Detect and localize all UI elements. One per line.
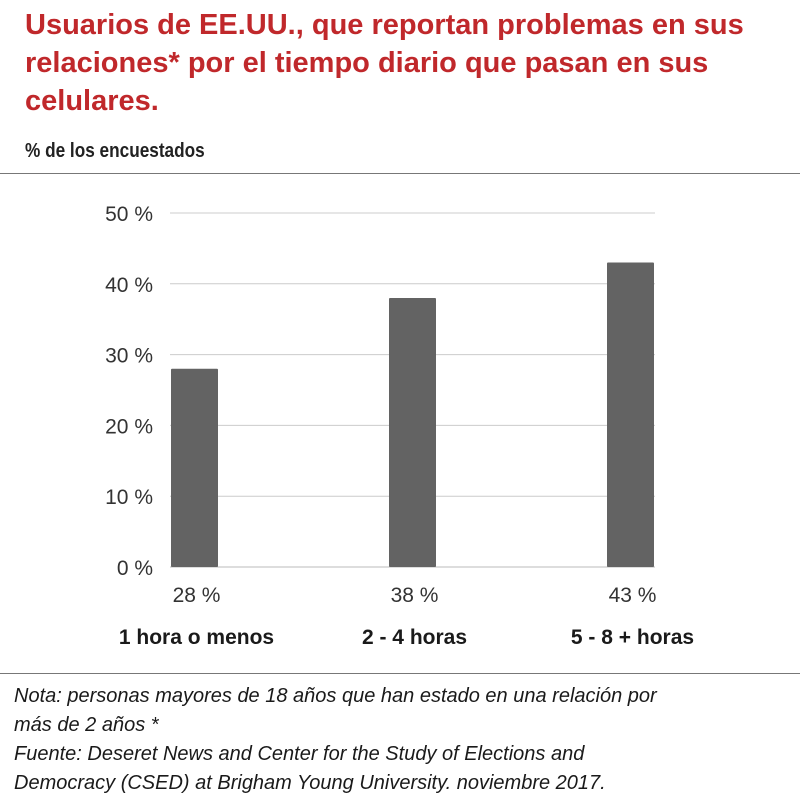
category-label: 1 hora o menos — [119, 626, 274, 649]
footnote: Nota: personas mayores de 18 años que ha… — [14, 682, 789, 798]
y-tick-label: 0 % — [117, 557, 153, 580]
bar — [607, 262, 654, 567]
chart-title: Usuarios de EE.UU., que reportan problem… — [25, 9, 744, 117]
source-line-2: Democracy (CSED) at Brigham Young Univer… — [14, 772, 606, 794]
bar — [389, 297, 436, 567]
category-label: 2 - 4 horas — [362, 626, 467, 649]
category-label: 5 - 8 + horas — [571, 626, 694, 649]
y-tick-label: 20 % — [105, 415, 153, 438]
y-tick-label: 10 % — [105, 486, 153, 509]
y-tick-label: 30 % — [105, 345, 153, 368]
value-label: 38 % — [391, 584, 439, 607]
value-label: 43 % — [609, 584, 657, 607]
bottom-divider — [0, 673, 800, 674]
bar-chart: 0 % 10 % 20 % 30 % 40 % 50 % 28 % 1 hora o meno… — [105, 203, 694, 649]
y-tick-label: 40 % — [105, 274, 153, 297]
source-line-1: Fuente: Deseret News and Center for the … — [14, 743, 585, 765]
chart-subtitle: % de los encuestados — [25, 140, 205, 162]
top-divider — [0, 173, 800, 174]
bar — [171, 368, 218, 567]
note-line-2: más de 2 años * — [14, 714, 159, 736]
y-tick-label: 50 % — [105, 203, 153, 226]
note-line-1: Nota: personas mayores de 18 años que ha… — [14, 685, 657, 707]
value-label: 28 % — [173, 584, 221, 607]
